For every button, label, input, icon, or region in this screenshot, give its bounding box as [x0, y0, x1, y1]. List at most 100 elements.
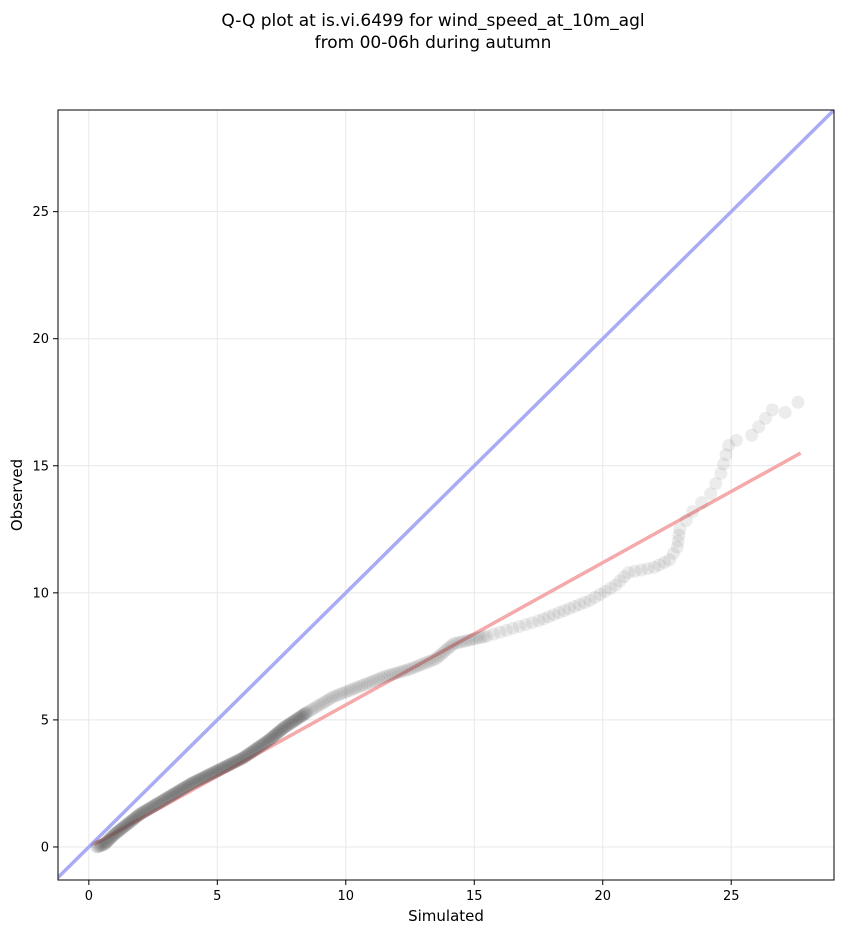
y-tick-label: 0: [41, 840, 49, 855]
quantile-point: [185, 776, 199, 790]
axis-ticks: 0 5 10 15 20 25 0 5 10 15 20 25: [32, 205, 739, 904]
quantile-point: [124, 814, 138, 828]
quantile-point: [123, 815, 137, 829]
quantile-point: [146, 799, 160, 813]
quantile-point: [92, 839, 106, 853]
quantile-point: [114, 822, 128, 836]
quantile-point: [130, 809, 144, 823]
quantile-point: [95, 838, 109, 852]
quantile-point: [186, 776, 200, 790]
quantile-point: [231, 754, 245, 768]
data-points: [90, 395, 805, 854]
quantile-point: [293, 710, 307, 724]
quantile-point: [321, 693, 335, 707]
quantile-point: [778, 405, 792, 419]
quantile-point: [263, 732, 277, 746]
quantile-point: [583, 593, 597, 607]
quantile-point: [225, 756, 239, 770]
y-tick-label: 20: [32, 332, 49, 347]
quantile-point: [593, 587, 607, 601]
quantile-point: [292, 711, 306, 725]
quantile-point: [468, 632, 482, 646]
quantile-point: [562, 602, 576, 616]
x-tick-label: 20: [594, 889, 611, 904]
quantile-point: [444, 639, 458, 653]
quantile-point: [130, 810, 144, 824]
quantile-point: [248, 743, 262, 757]
quantile-point: [173, 783, 187, 797]
quantile-point: [695, 496, 709, 510]
quantile-point: [155, 794, 169, 808]
quantile-point: [289, 713, 303, 727]
quantile-point: [394, 665, 408, 679]
quantile-point: [709, 477, 723, 491]
quantile-point: [285, 715, 299, 729]
quantile-point: [340, 684, 354, 698]
y-tick-label: 15: [32, 459, 49, 474]
quantile-point: [480, 629, 494, 643]
quantile-point: [200, 769, 214, 783]
quantile-point: [148, 798, 162, 812]
quantile-point: [247, 743, 261, 757]
quantile-point: [420, 655, 434, 669]
quantile-point: [103, 831, 117, 845]
quantile-point: [220, 759, 234, 773]
quantile-point: [417, 656, 431, 670]
quantile-point: [119, 819, 133, 833]
quantile-point: [143, 801, 157, 815]
quantile-point: [360, 676, 374, 690]
quantile-point: [236, 751, 250, 765]
quantile-point: [199, 770, 213, 784]
quantile-point: [578, 595, 592, 609]
quantile-point: [459, 634, 473, 648]
quantile-point: [109, 826, 123, 840]
quantile-point: [409, 660, 423, 674]
quantile-point: [152, 795, 166, 809]
quantile-point: [133, 807, 147, 821]
quantile-point: [273, 724, 287, 738]
quantile-point: [573, 598, 587, 612]
chart-title-line-2: from 00-06h during autumn: [315, 33, 552, 53]
quantile-point: [383, 668, 397, 682]
quantile-point: [175, 782, 189, 796]
quantile-point: [257, 737, 271, 751]
quantile-point: [149, 797, 163, 811]
quantile-point: [90, 840, 104, 854]
quantile-point: [299, 706, 313, 720]
quantile-point: [253, 739, 267, 753]
quantile-point: [423, 654, 437, 668]
quantile-point: [262, 733, 276, 747]
quantile-point: [332, 688, 346, 702]
quantile-point: [151, 796, 165, 810]
quantile-point: [145, 800, 159, 814]
quantile-point: [217, 761, 231, 775]
quantile-point: [240, 748, 254, 762]
quantile-point: [132, 808, 146, 822]
y-axis-label: Observed: [8, 459, 26, 531]
quantile-point: [337, 686, 351, 700]
quantile-point: [111, 824, 125, 838]
quantile-point: [256, 737, 270, 751]
quantile-point: [241, 748, 255, 762]
quantile-point: [663, 553, 677, 567]
quantile-point: [161, 790, 175, 804]
fit-line: [93, 451, 802, 846]
quantile-point: [261, 734, 275, 748]
quantile-point: [297, 707, 311, 721]
quantile-point: [193, 772, 207, 786]
quantile-point: [204, 767, 218, 781]
quantile-point: [194, 772, 208, 786]
quantile-point: [652, 558, 666, 572]
quantile-point: [232, 753, 246, 767]
quantile-point: [244, 746, 258, 760]
quantile-point: [242, 747, 256, 761]
quantile-point: [267, 729, 281, 743]
x-tick-label: 10: [338, 889, 355, 904]
quantile-point: [150, 797, 164, 811]
quantile-point: [369, 673, 383, 687]
quantile-point: [128, 811, 142, 825]
quantile-point: [670, 540, 684, 554]
quantile-point: [162, 790, 176, 804]
quantile-point: [134, 806, 148, 820]
